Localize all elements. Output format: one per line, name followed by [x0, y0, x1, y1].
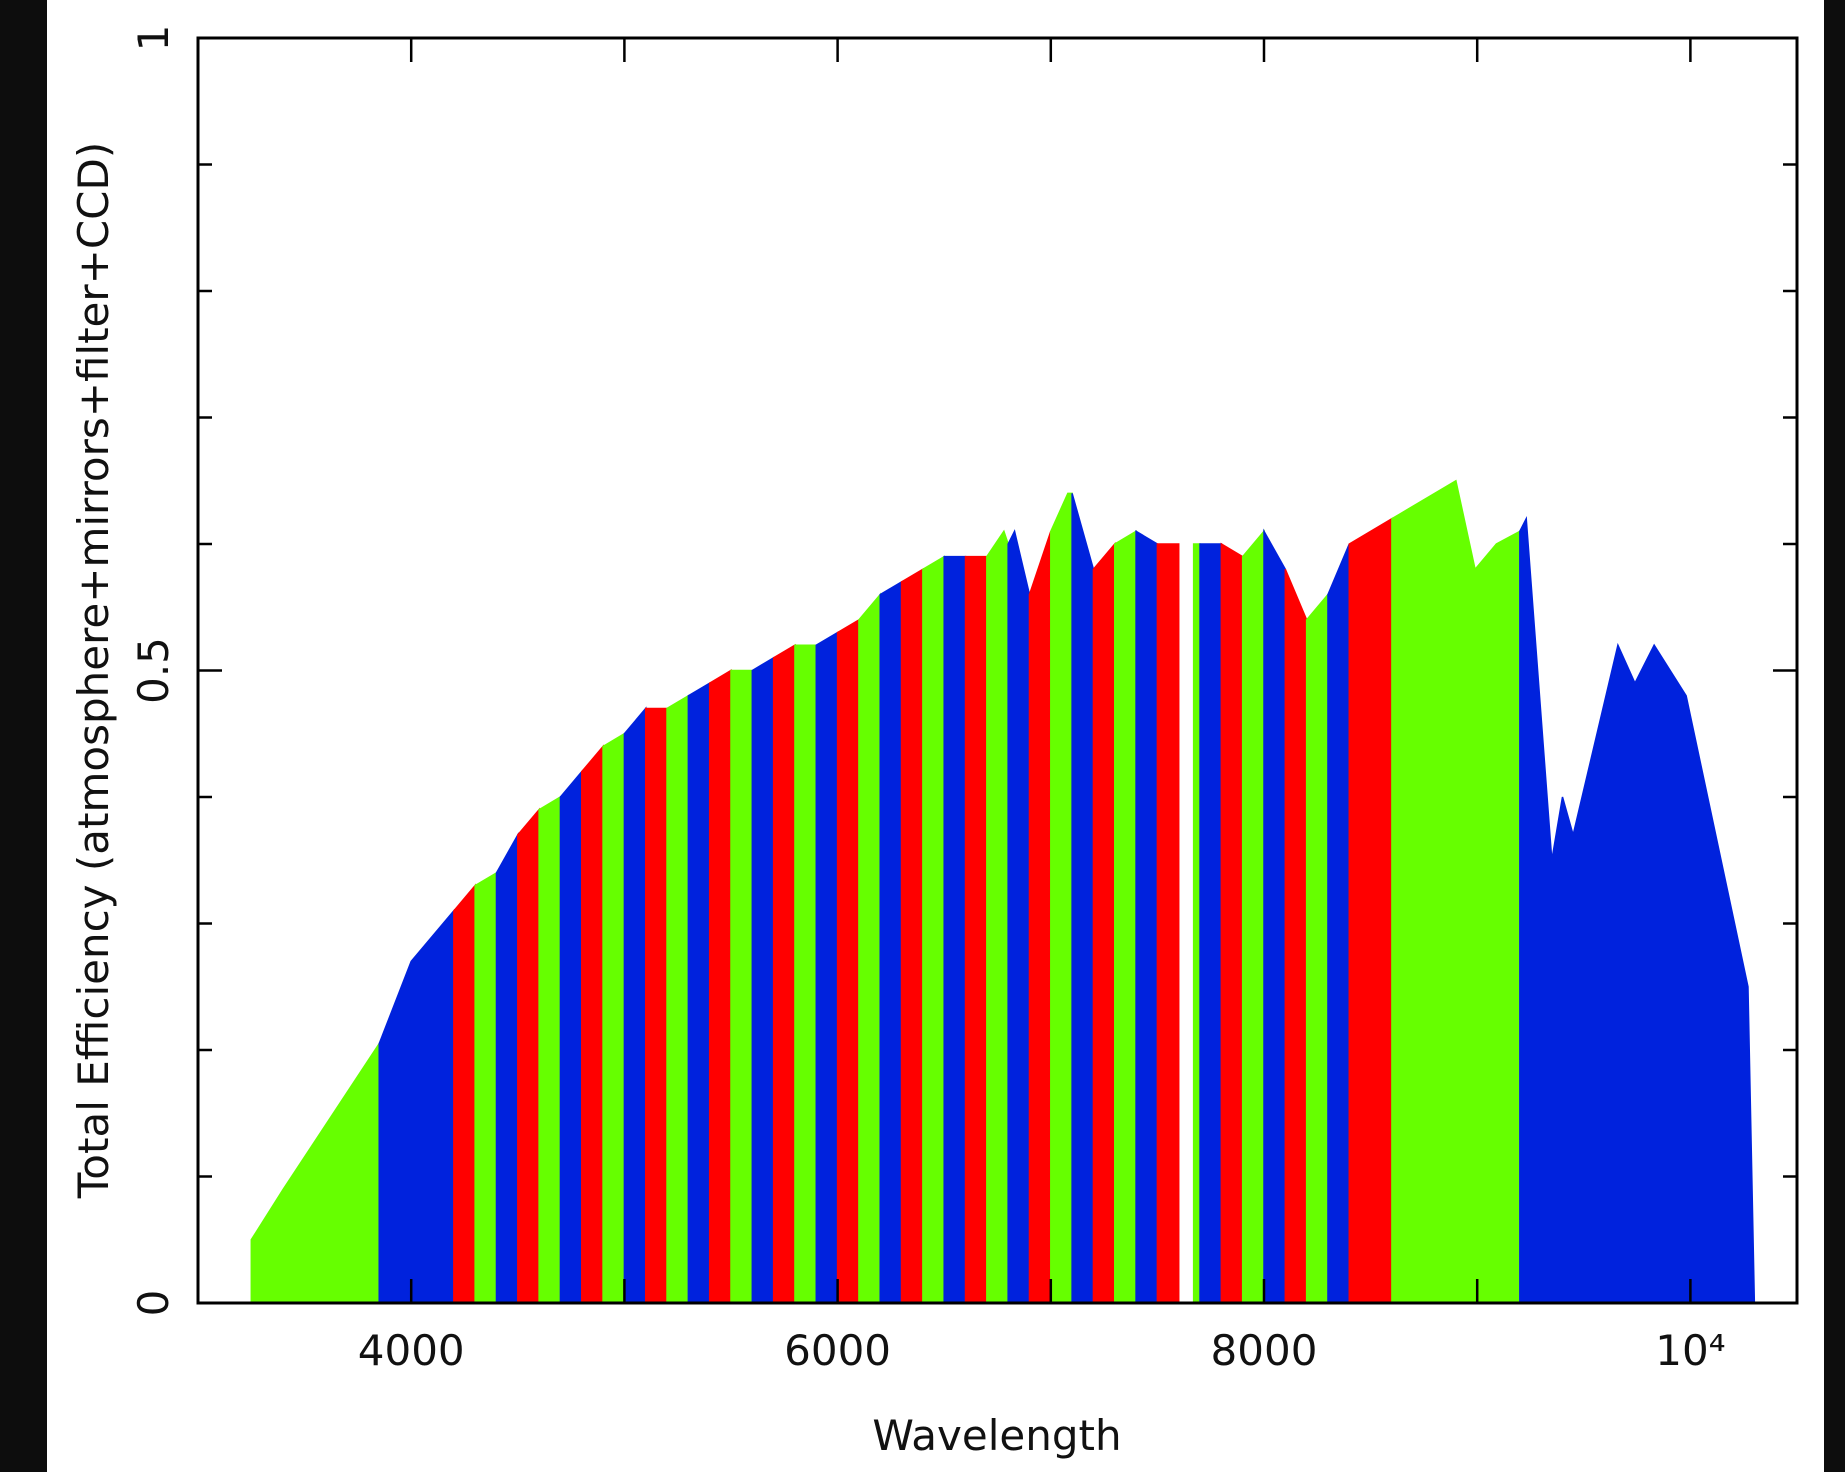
filter-curve	[858, 592, 881, 1304]
filter-curve	[1135, 530, 1159, 1304]
filter-curve	[453, 883, 476, 1304]
filter-curve	[559, 769, 583, 1304]
filter-curve	[1348, 517, 1393, 1304]
filter-curve	[1007, 529, 1031, 1304]
filter-curve	[772, 643, 796, 1304]
filter-curve	[1263, 528, 1287, 1304]
y-tick-label: 0	[129, 1290, 178, 1317]
filter-curve	[538, 795, 562, 1304]
filter-curve	[1092, 541, 1116, 1304]
filter-curve	[1284, 569, 1308, 1304]
filter-curve	[836, 618, 860, 1304]
filter-curve	[602, 732, 626, 1304]
x-tick-label: 6000	[784, 1326, 891, 1375]
filter-curve	[474, 871, 498, 1304]
filter-curve	[517, 807, 540, 1304]
filter-curve	[1305, 592, 1329, 1304]
filter-curve	[900, 567, 924, 1304]
filter-curve	[794, 644, 818, 1304]
x-tick-label: 4000	[358, 1326, 465, 1375]
filter-curve	[815, 631, 839, 1304]
filter-curve	[623, 706, 647, 1304]
filter-curve	[1327, 543, 1351, 1304]
filter-curve	[495, 832, 519, 1304]
filter-curve	[986, 529, 1009, 1304]
filter-curve	[581, 744, 604, 1304]
filter-curve	[644, 707, 668, 1304]
y-tick-label: 1	[129, 25, 178, 52]
filter-curve	[1114, 530, 1137, 1304]
filter-curve	[943, 555, 967, 1304]
filter-curve	[1519, 515, 1756, 1304]
filter-curve	[687, 681, 711, 1304]
filter-curve	[1391, 479, 1521, 1304]
filter-curve	[1156, 543, 1180, 1304]
filter-curve	[922, 555, 945, 1304]
filter-curve	[1220, 542, 1244, 1304]
x-axis-label: Wavelength	[872, 1411, 1121, 1460]
filter-curve	[1192, 543, 1201, 1304]
filter-curve	[751, 656, 775, 1304]
filter-curve	[708, 669, 732, 1304]
filter-curve	[1241, 529, 1265, 1304]
filter-curve	[730, 669, 754, 1304]
x-tick-label: 8000	[1211, 1326, 1318, 1375]
y-tick-label: 0.5	[129, 637, 178, 704]
filter-curve	[1050, 492, 1073, 1304]
filter-curve	[1071, 493, 1095, 1304]
filter-curve	[879, 580, 903, 1304]
filter-curve	[1199, 543, 1223, 1304]
filter-curve	[964, 555, 988, 1304]
filter-curve	[1028, 531, 1052, 1304]
x-tick-label: 10⁴	[1655, 1326, 1725, 1375]
y-axis-label: Total Efficiency (atmosphere+mirrors+fil…	[69, 142, 118, 1199]
filter-curve	[666, 694, 690, 1304]
